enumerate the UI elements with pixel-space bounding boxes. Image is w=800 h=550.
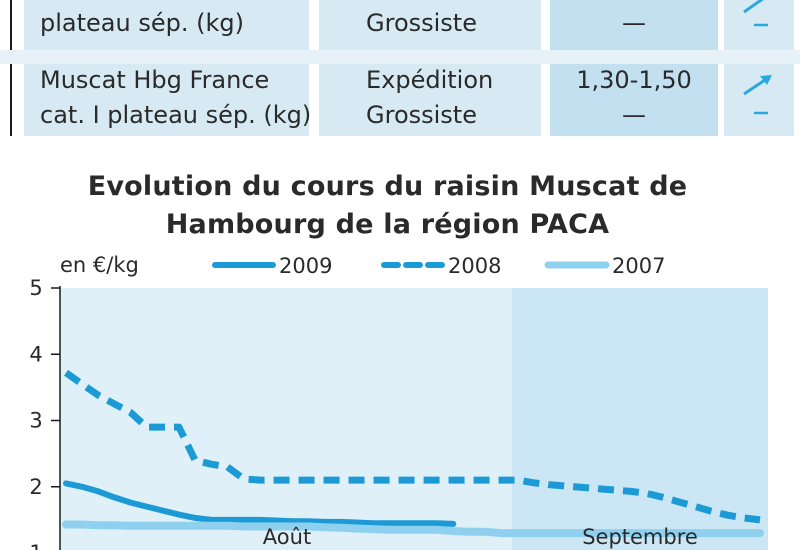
price-label: — <box>622 101 646 129</box>
chart-title-line-1: Evolution du cours du raisin Muscat de <box>87 171 688 202</box>
stage-label: Grossiste <box>366 9 477 37</box>
up-arrow-icon <box>743 0 764 14</box>
stage-cell <box>319 64 541 136</box>
product-cell <box>24 0 309 50</box>
product-label: plateau sép. (kg) <box>40 9 244 37</box>
chart-title-line-2: Hambourg de la région PACA <box>165 209 610 240</box>
series-line-2008 <box>63 369 761 524</box>
dash-icon <box>754 111 768 115</box>
y-tick-label: 1 <box>29 541 42 550</box>
y-tick-label: 4 <box>29 342 42 366</box>
y-tick-label: 3 <box>29 409 42 433</box>
y-tick-label: 5 <box>29 276 42 300</box>
price-label: — <box>622 9 646 37</box>
legend-label-2009: 2009 <box>279 254 332 278</box>
series-line-2007 <box>62 520 764 538</box>
price-table: plateau sép. (kg) Grossiste — Muscat Hbg… <box>0 0 800 140</box>
plot-background-august <box>60 288 512 550</box>
trend-cell <box>724 64 794 136</box>
stage-label: Expédition <box>366 66 494 94</box>
price-label: 1,30-1,50 <box>576 66 692 94</box>
legend-label-2008: 2008 <box>448 254 501 278</box>
period-label-august: Août <box>263 525 311 549</box>
product-label: Muscat Hbg France <box>40 66 270 94</box>
y-tick-label: 2 <box>29 475 42 499</box>
product-label: cat. I plateau sép. (kg) <box>40 101 312 129</box>
price-cell <box>550 0 718 50</box>
y-axis-label: en €/kg <box>60 253 139 277</box>
period-label-september: Septembre <box>582 525 698 549</box>
up-arrow-icon <box>743 75 772 96</box>
series-line-2009 <box>63 480 457 527</box>
stage-label: Grossiste <box>366 101 477 129</box>
table-bottom-gap <box>0 136 800 140</box>
table-left-border <box>10 0 12 138</box>
dash-icon <box>754 23 768 27</box>
legend-label-2007: 2007 <box>612 254 665 278</box>
price-cell <box>550 64 718 136</box>
stage-cell <box>319 0 541 50</box>
row-separator <box>0 50 800 64</box>
product-cell <box>24 64 309 136</box>
plot-background-september <box>512 288 768 550</box>
